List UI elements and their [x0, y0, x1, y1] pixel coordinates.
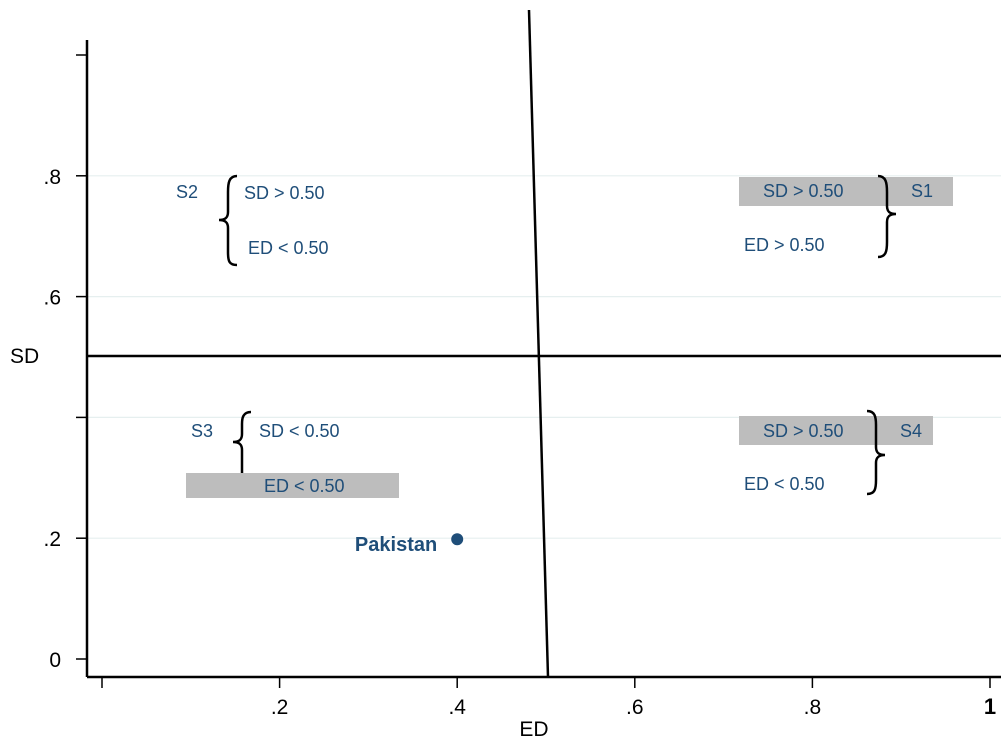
quadrant-s4-line1: SD > 0.50	[763, 421, 844, 441]
quadrant-s3-highlight	[186, 473, 399, 498]
y-tick-label: .6	[43, 287, 61, 310]
x-tick-label: 1	[984, 694, 996, 719]
ed-threshold-line	[527, 9, 550, 678]
quadrant-s1-line1: SD > 0.50	[763, 181, 844, 201]
quadrant-s1-line2: ED > 0.50	[744, 235, 825, 255]
quadrant-s4: SD > 0.50 S4 ED < 0.50	[739, 409, 933, 496]
y-tick-label: 0	[49, 649, 61, 672]
x-tick-label: .6	[626, 696, 644, 719]
y-tick-label: .8	[43, 166, 61, 189]
y-axis-ticks: 0 .2 .6 .8	[43, 54, 87, 672]
y-axis-title: SD	[10, 345, 39, 368]
quadrant-s2-brace	[218, 174, 238, 267]
x-tick-label: .8	[804, 696, 822, 719]
quadrant-s3-line2: ED < 0.50	[264, 476, 345, 496]
quadrant-s1-name: S1	[911, 181, 933, 201]
quadrant-s2-line1: SD > 0.50	[244, 183, 325, 203]
y-tick-label: .2	[43, 528, 61, 551]
quadrant-s4-brace	[866, 409, 886, 496]
data-points: Pakistan	[355, 533, 464, 556]
quadrant-s3-line1: SD < 0.50	[259, 421, 340, 441]
quadrant-s1-brace	[877, 174, 897, 259]
quadrant-s2-line2: ED < 0.50	[248, 238, 329, 258]
quadrant-s3-brace	[232, 410, 252, 474]
quadrant-s3: S3 SD < 0.50 ED < 0.50	[186, 410, 399, 498]
quadrant-s3-name: S3	[191, 421, 213, 441]
quadrant-s4-name: S4	[900, 421, 922, 441]
quadrant-s4-line2: ED < 0.50	[744, 474, 825, 494]
x-axis-title: ED	[519, 718, 548, 740]
quadrant-s4-highlight	[739, 416, 933, 445]
quadrant-s2-name: S2	[176, 182, 198, 202]
x-tick-label: .4	[448, 696, 466, 719]
data-point-label: Pakistan	[355, 534, 437, 556]
quadrant-s1-highlight	[739, 177, 953, 206]
data-point	[451, 533, 464, 546]
x-tick-label: .2	[271, 696, 289, 719]
quadrant-s1: SD > 0.50 S1 ED > 0.50	[739, 174, 953, 259]
x-axis-ticks: .2 .4 .6 .8 1	[101, 677, 996, 719]
quadrant-s2: S2 SD > 0.50 ED < 0.50	[176, 174, 329, 267]
